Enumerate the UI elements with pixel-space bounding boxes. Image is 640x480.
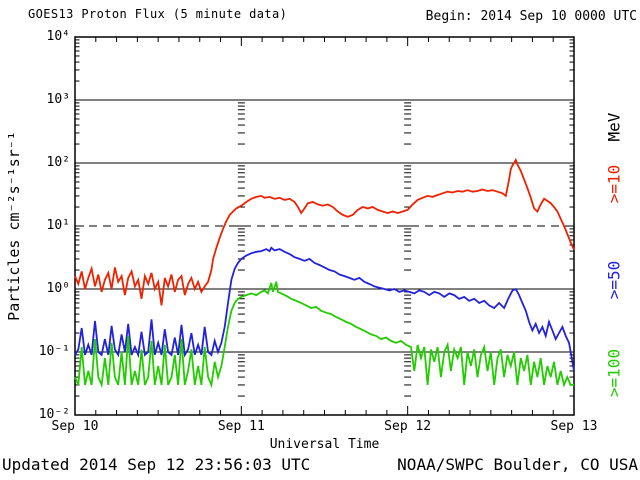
y-tick-label: 10⁻¹ [38, 344, 70, 359]
page-title: GOES13 Proton Flux (5 minute data) [28, 7, 288, 21]
x-tick-label: Sep 12 [384, 419, 432, 434]
unit-label-mev: MeV [604, 112, 624, 142]
source-credit: NOAA/SWPC Boulder, CO USA [397, 455, 638, 474]
x-axis-title: Universal Time [269, 437, 380, 452]
y-tick-label: 10³ [46, 92, 70, 107]
series-line->=100 [74, 281, 574, 389]
updated-timestamp: Updated 2014 Sep 12 23:56:03 UTC [2, 455, 311, 474]
legend-ge10-label: >=10 [604, 164, 624, 204]
series-line->=10 [74, 157, 575, 306]
x-tick-label: Sep 11 [217, 419, 265, 434]
legend-ge50-label: >=50 [604, 260, 624, 300]
legend-ge100-label: >=100 [604, 348, 624, 398]
series-line->=50 [74, 246, 575, 372]
begin-timestamp: Begin: 2014 Sep 10 0000 UTC [425, 9, 637, 24]
y-tick-label: 10² [46, 155, 70, 170]
y-tick-label: 10⁰ [46, 281, 70, 296]
y-tick-label: 10⁴ [46, 29, 70, 44]
y-tick-label: 10¹ [46, 218, 70, 233]
x-tick-label: Sep 10 [51, 419, 99, 434]
x-tick-label: Sep 13 [550, 419, 598, 434]
y-tick-label: 10⁻² [38, 407, 70, 422]
